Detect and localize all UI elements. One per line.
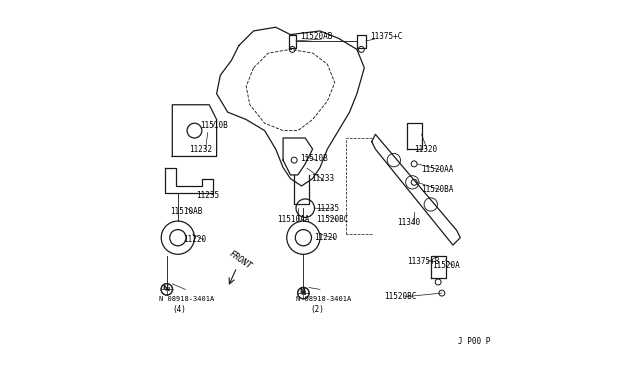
Text: 11232: 11232 [189, 145, 212, 154]
Text: 11510AB: 11510AB [170, 207, 203, 217]
Text: 11220: 11220 [184, 235, 207, 244]
Text: FRONT: FRONT [228, 249, 253, 271]
Text: N: N [164, 287, 170, 292]
Text: N: N [300, 288, 305, 294]
Text: 11233: 11233 [311, 174, 334, 183]
Text: 11375+B: 11375+B [407, 257, 439, 266]
Text: J P00 P: J P00 P [458, 337, 491, 346]
Text: 11520A: 11520A [433, 261, 460, 270]
Text: 11220: 11220 [314, 233, 337, 242]
Text: 11340: 11340 [397, 218, 420, 227]
Text: N 08918-3401A: N 08918-3401A [159, 296, 214, 302]
Text: 11235: 11235 [196, 191, 220, 200]
Text: (2): (2) [311, 305, 324, 314]
Text: 11520BC: 11520BC [316, 215, 349, 224]
Text: 11375+C: 11375+C [370, 32, 402, 41]
Text: 11235: 11235 [316, 203, 339, 213]
Text: N 08918-3401A: N 08918-3401A [296, 296, 351, 302]
Text: 11520AA: 11520AA [422, 165, 454, 174]
Text: N: N [301, 291, 306, 296]
Text: (4): (4) [172, 305, 186, 314]
Text: 11510AA: 11510AA [278, 215, 310, 224]
Text: 11520AB: 11520AB [300, 32, 332, 41]
Text: 11510B: 11510B [200, 121, 228, 129]
Text: 11510B: 11510B [300, 154, 328, 163]
Text: 11320: 11320 [414, 145, 437, 154]
Text: 11520BC: 11520BC [385, 292, 417, 301]
Text: 11520BA: 11520BA [422, 185, 454, 194]
Text: N: N [162, 285, 168, 291]
